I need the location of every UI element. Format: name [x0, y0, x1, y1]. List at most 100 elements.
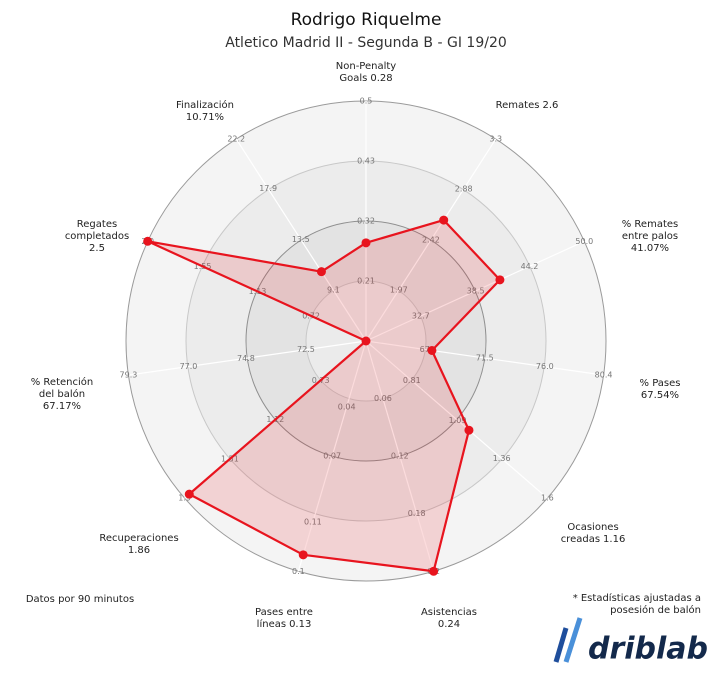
tick-label: 2.88	[455, 185, 473, 194]
axis-label-line: Recuperaciones	[99, 533, 178, 544]
value-label: 0.24	[438, 619, 460, 630]
logo-stroke	[563, 617, 583, 663]
tick-label: 44.2	[521, 262, 539, 271]
tick-label: 1.6	[541, 494, 554, 503]
logo-stroke	[553, 627, 569, 663]
tick-label: 0.12	[391, 452, 409, 461]
chart-subtitle: Atletico Madrid II - Segunda B - GI 19/2…	[225, 35, 507, 51]
tick-label: 72.5	[297, 345, 315, 354]
tick-label: 0.43	[357, 157, 375, 166]
value-label: 1.86	[128, 545, 150, 556]
spoke	[365, 240, 585, 342]
axis-label-line: entre palos	[622, 231, 678, 242]
axis-label-line: Pases entre	[255, 607, 313, 618]
radar-point	[429, 566, 439, 576]
radar-point	[143, 236, 153, 246]
axis-label-line: Non-Penalty	[336, 61, 397, 72]
axis-label: Ocasiones creadas 1.16	[561, 522, 626, 545]
value-label: 10.71%	[186, 112, 224, 123]
value-label: 67.54%	[641, 390, 679, 401]
logo-icon	[553, 617, 583, 663]
tick-label: 22.2	[227, 135, 245, 144]
axis-label: Finalización 10.71%	[176, 99, 234, 123]
radar-point	[184, 489, 194, 499]
tick-label: 0.06	[374, 394, 392, 403]
tick-label: 2.42	[422, 236, 440, 245]
tick-label: 71.5	[476, 354, 494, 363]
tick-label: 1.36	[493, 454, 511, 463]
tick-label: 0.18	[408, 509, 426, 518]
tick-label: 0.11	[304, 517, 322, 526]
spoke	[365, 340, 604, 376]
footnote: Datos por 90 minutos	[26, 594, 134, 605]
axis-label-line: líneas	[257, 618, 286, 630]
chart-title: Rodrigo Riquelme	[291, 10, 442, 30]
axis-label-line: Remates	[496, 100, 540, 111]
tick-label: 38.5	[467, 286, 485, 295]
axis-label-line: % Pases	[640, 378, 681, 389]
radar-point	[361, 238, 371, 248]
footnote: posesión de balón	[610, 604, 701, 616]
logo: driblab	[588, 632, 708, 667]
axis-label: Pases entre líneas 0.13	[255, 607, 313, 630]
tick-label: 50.0	[575, 237, 593, 246]
tick-label: 3.3	[489, 135, 502, 144]
axis-label: Remates 2.6	[496, 100, 559, 111]
tick-label: 79.3	[120, 371, 138, 380]
axis-label: Asistencias 0.24	[421, 607, 477, 630]
tick-label: 0.21	[357, 277, 375, 286]
axis-label-line: Ocasiones	[567, 522, 618, 533]
axis-label: % Retención del balón 67.17%	[31, 376, 93, 412]
spoke	[365, 340, 548, 499]
axis-label-line: % Retención	[31, 376, 93, 388]
value-label: 1.16	[603, 534, 625, 545]
radar-point	[495, 275, 505, 285]
spoke	[365, 340, 435, 572]
tick-label: 1.09	[449, 416, 467, 425]
axis-label: % Remates entre palos 41.07%	[622, 219, 678, 254]
axis-label-line: del balón	[39, 388, 85, 400]
radar-point	[427, 345, 437, 355]
value-label: 2.6	[542, 100, 558, 111]
axis-label-line: completados	[65, 231, 129, 242]
radar-point	[439, 215, 449, 225]
radar-area	[146, 218, 502, 573]
tick-label: 0.04	[338, 402, 356, 411]
axis-label: % Pases 67.54%	[640, 378, 681, 401]
radar-point	[464, 425, 474, 435]
axis-label-line: Goals	[339, 73, 367, 84]
axis-label-line: Asistencias	[421, 607, 477, 618]
tick-label: 9.1	[327, 286, 340, 295]
tick-label: 17.9	[259, 184, 277, 193]
axis-label-line: Finalización	[176, 99, 234, 111]
tick-label: 13.5	[292, 235, 310, 244]
value-label: 0.28	[370, 73, 392, 84]
radar-point	[316, 267, 326, 277]
axis-label: Non-Penalty Goals 0.28	[336, 61, 397, 84]
value-label: 0.13	[289, 619, 311, 630]
spoke	[235, 138, 367, 342]
tick-label: 1.9	[178, 494, 191, 503]
footnote: * Estadísticas ajustadas a	[573, 592, 701, 604]
tick-label: 77.0	[180, 362, 198, 371]
tick-label: 0.32	[357, 217, 375, 226]
tick-label: 0.1	[292, 567, 305, 576]
tick-label: 76.0	[536, 362, 554, 371]
tick-label: 74.8	[237, 354, 255, 363]
axis-label-line: % Remates	[622, 219, 678, 230]
axis-label-line: Regates	[77, 219, 117, 230]
value-label: 67.17%	[43, 401, 81, 412]
axis-label: Regates completados 2.5	[65, 219, 129, 254]
radar-point	[298, 550, 308, 560]
spoke	[128, 340, 367, 376]
value-label: 41.07%	[631, 243, 669, 254]
tick-label: 32.7	[412, 311, 430, 320]
spoke	[365, 138, 497, 342]
spoke	[297, 340, 367, 572]
tick-label: 67	[420, 345, 430, 354]
radar-point	[361, 336, 371, 346]
axis-label: Recuperaciones 1.86	[99, 533, 178, 556]
tick-label: 80.4	[595, 371, 613, 380]
axis-label-line: creadas	[561, 534, 600, 545]
